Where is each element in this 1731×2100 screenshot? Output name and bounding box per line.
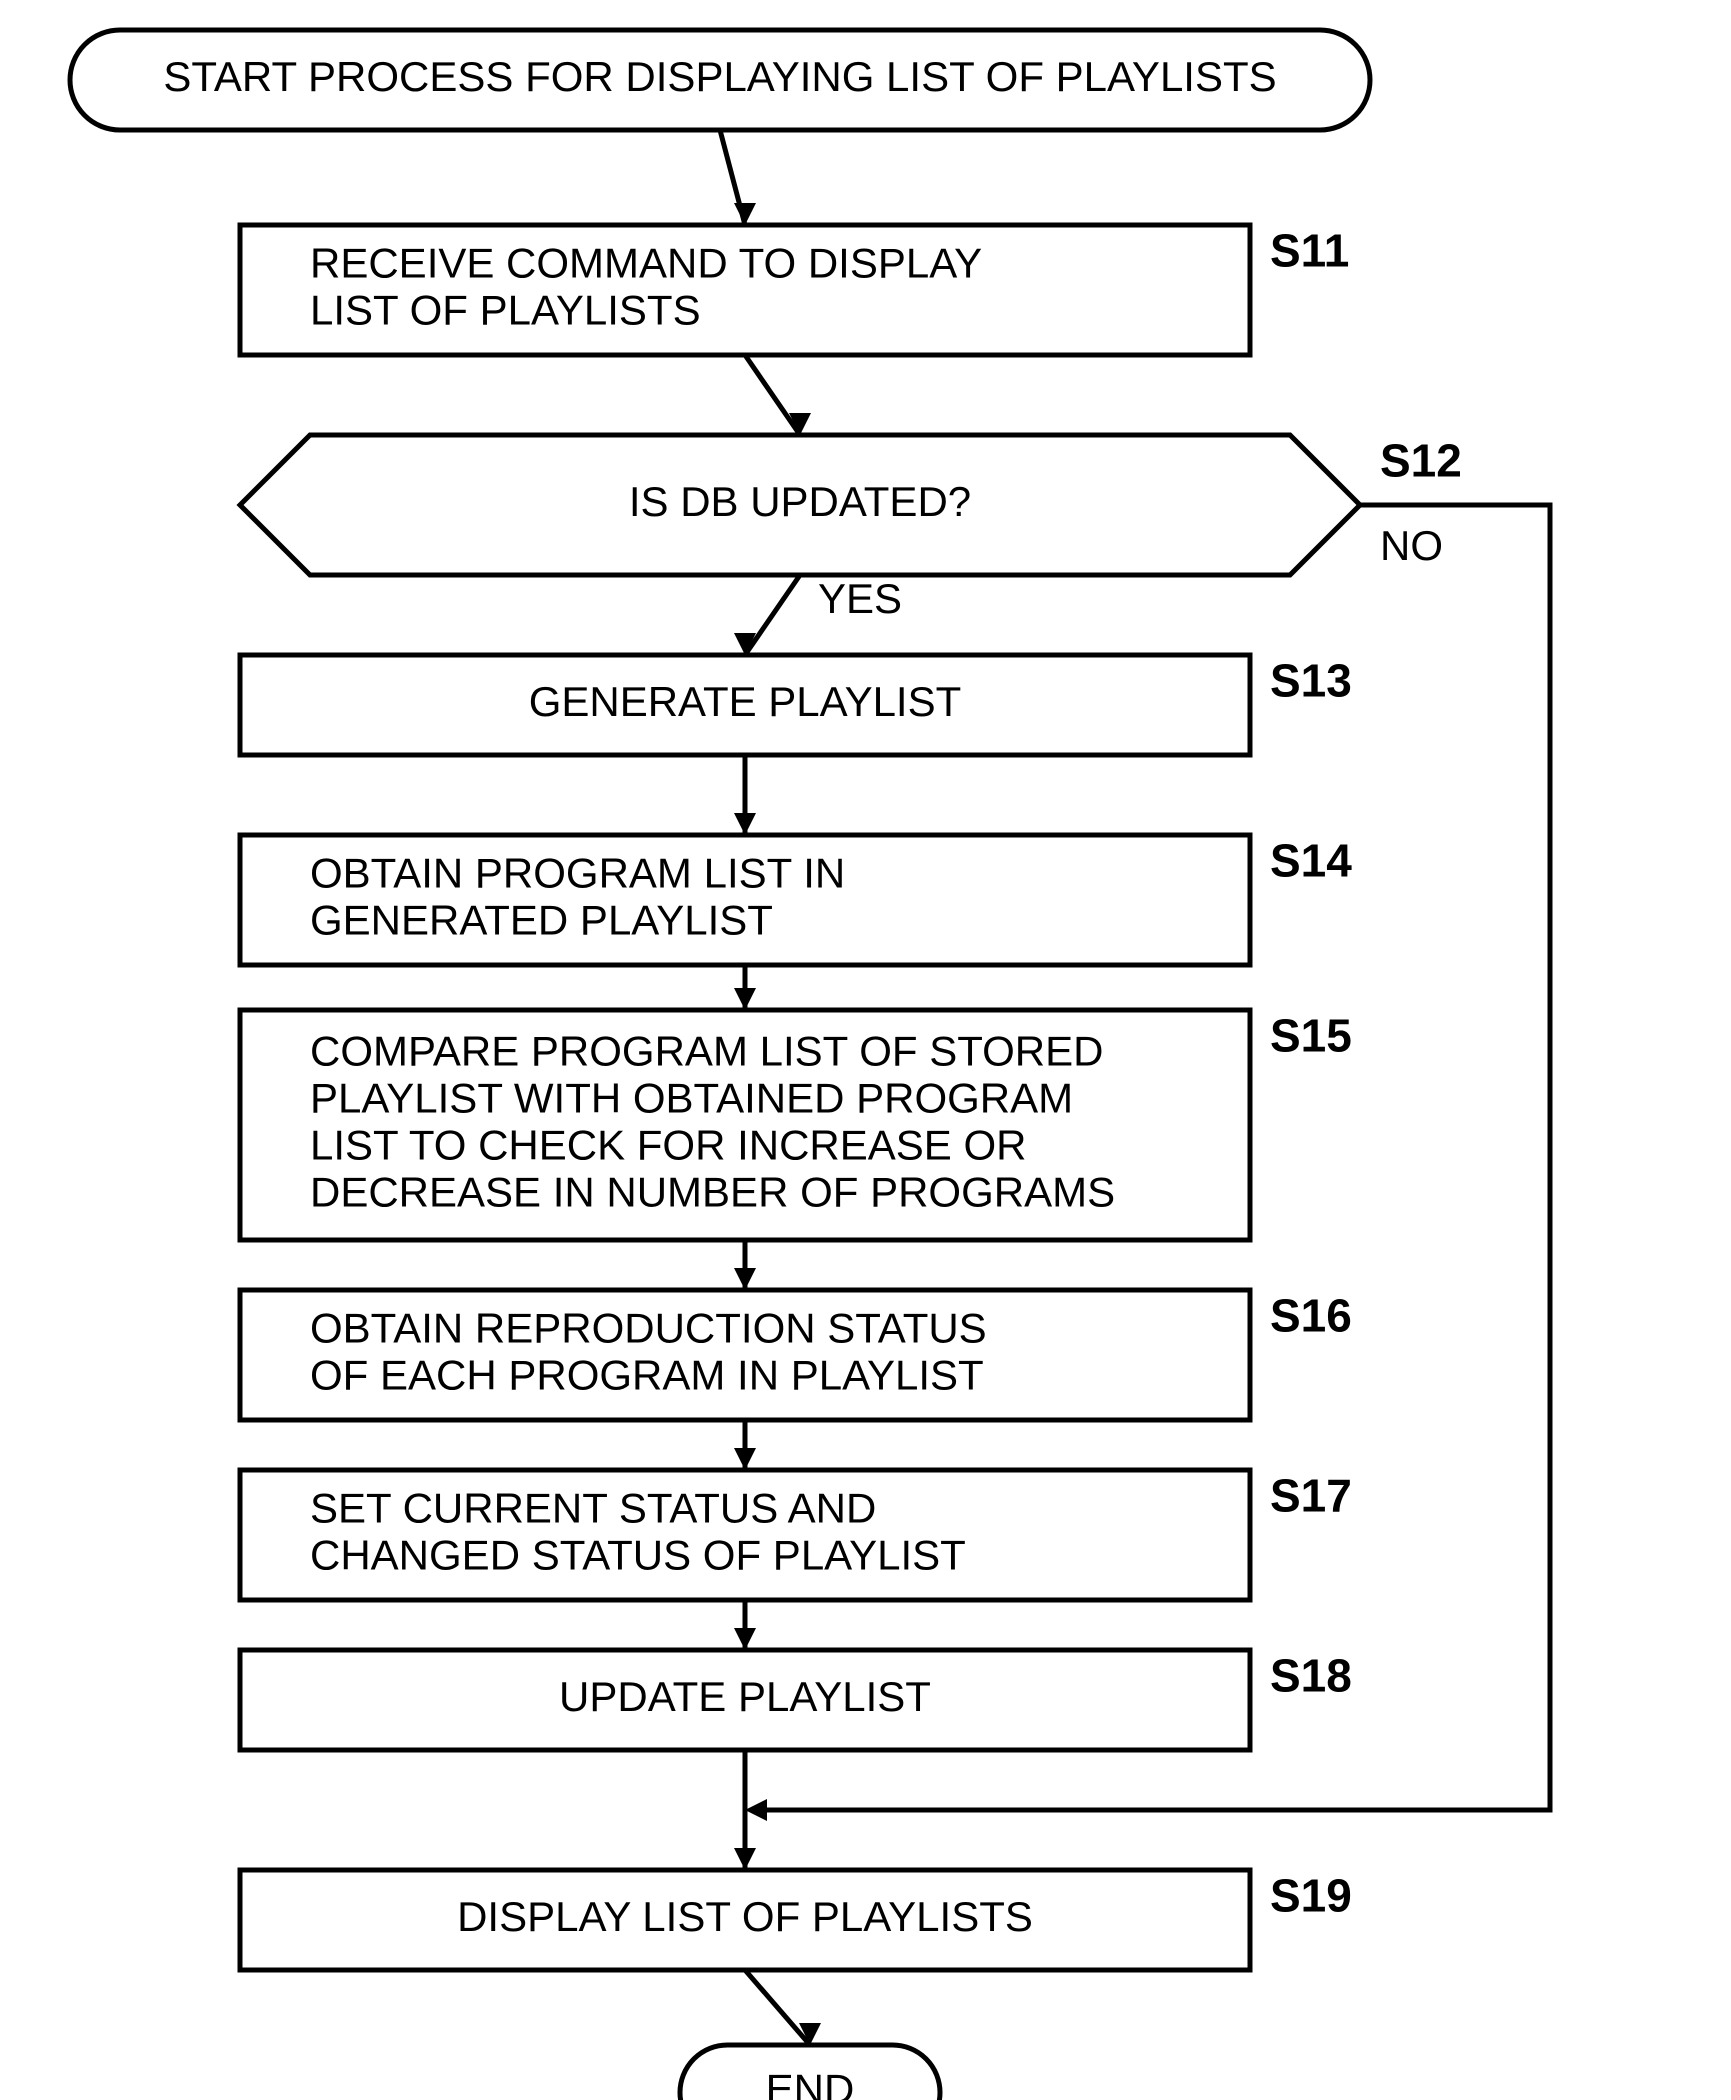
node-s13: GENERATE PLAYLIST S13 (240, 655, 1352, 755)
label-no: NO (1380, 522, 1443, 569)
node-s14: OBTAIN PROGRAM LIST INGENERATED PLAYLIST… (240, 835, 1352, 965)
step-label: S15 (1270, 1010, 1352, 1062)
node-text: LIST TO CHECK FOR INCREASE OR (310, 1122, 1026, 1169)
node-text: GENERATED PLAYLIST (310, 897, 773, 944)
node-text: END (766, 2066, 855, 2100)
step-label: S13 (1270, 655, 1352, 707)
node-s12: IS DB UPDATED? S12 YES NO (240, 435, 1462, 622)
node-end: END (680, 2045, 940, 2100)
node-start: START PROCESS FOR DISPLAYING LIST OF PLA… (70, 30, 1370, 130)
node-text: PLAYLIST WITH OBTAINED PROGRAM (310, 1075, 1073, 1122)
node-text: COMPARE PROGRAM LIST OF STORED (310, 1028, 1103, 1075)
node-text: LIST OF PLAYLISTS (310, 287, 701, 334)
label-yes: YES (818, 575, 902, 622)
node-text: OBTAIN PROGRAM LIST IN (310, 850, 845, 897)
node-s19: DISPLAY LIST OF PLAYLISTS S19 (240, 1870, 1352, 1970)
node-text: DECREASE IN NUMBER OF PROGRAMS (310, 1169, 1115, 1216)
step-label: S14 (1270, 835, 1352, 887)
step-label: S12 (1380, 435, 1462, 487)
node-s18: UPDATE PLAYLIST S18 (240, 1650, 1352, 1750)
node-s15: COMPARE PROGRAM LIST OF STOREDPLAYLIST W… (240, 1010, 1352, 1240)
node-s17: SET CURRENT STATUS ANDCHANGED STATUS OF … (240, 1470, 1352, 1600)
node-text: CHANGED STATUS OF PLAYLIST (310, 1532, 966, 1579)
step-label: S18 (1270, 1650, 1352, 1702)
node-text: OBTAIN REPRODUCTION STATUS (310, 1305, 987, 1352)
node-s16: OBTAIN REPRODUCTION STATUSOF EACH PROGRA… (240, 1290, 1352, 1420)
node-text: UPDATE PLAYLIST (559, 1673, 931, 1720)
node-text: OF EACH PROGRAM IN PLAYLIST (310, 1352, 984, 1399)
step-label: S17 (1270, 1470, 1352, 1522)
step-label: S16 (1270, 1290, 1352, 1342)
node-text: RECEIVE COMMAND TO DISPLAY (310, 240, 982, 287)
node-text: GENERATE PLAYLIST (529, 678, 962, 725)
node-s11: RECEIVE COMMAND TO DISPLAYLIST OF PLAYLI… (240, 225, 1349, 355)
node-text: DISPLAY LIST OF PLAYLISTS (457, 1893, 1033, 1940)
flowchart-canvas: START PROCESS FOR DISPLAYING LIST OF PLA… (0, 0, 1731, 2100)
node-text: SET CURRENT STATUS AND (310, 1485, 876, 1532)
node-text: START PROCESS FOR DISPLAYING LIST OF PLA… (163, 53, 1276, 100)
step-label: S11 (1270, 225, 1349, 277)
node-text: IS DB UPDATED? (629, 478, 971, 525)
step-label: S19 (1270, 1870, 1352, 1922)
